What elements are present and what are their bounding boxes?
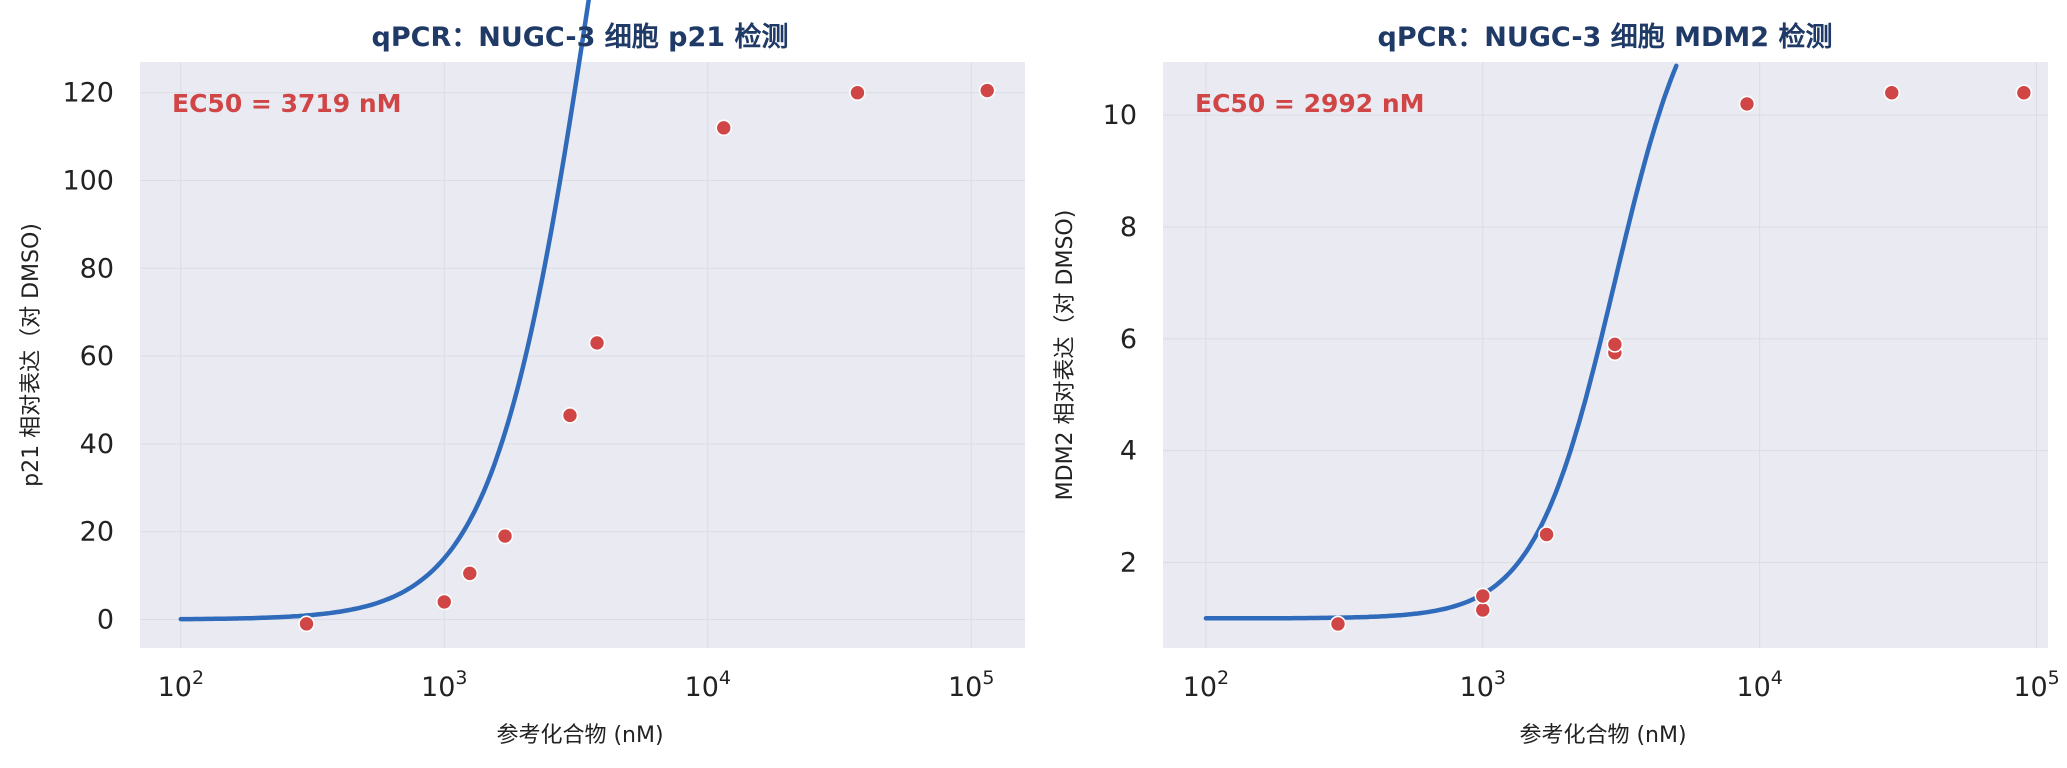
y-tick-label: 4 bbox=[1120, 436, 1137, 467]
plot-area bbox=[140, 62, 1025, 648]
ec50-annotation: EC50 = 3719 nM bbox=[172, 89, 402, 118]
y-tick-label: 20 bbox=[80, 517, 114, 548]
x-tick-label: 104 bbox=[685, 667, 731, 703]
chart-title: qPCR：NUGC-3 细胞 p21 检测 bbox=[372, 21, 789, 53]
x-tick-label: 102 bbox=[1183, 667, 1229, 703]
ec50-annotation: EC50 = 2992 nM bbox=[1195, 89, 1425, 118]
fit-curve bbox=[178, 0, 591, 622]
y-tick-label: 8 bbox=[1120, 212, 1137, 243]
data-point bbox=[1474, 587, 1492, 605]
chart-title: qPCR：NUGC-3 细胞 MDM2 检测 bbox=[1378, 21, 1833, 53]
data-point bbox=[715, 119, 733, 137]
data-point bbox=[1738, 95, 1756, 113]
y-tick-label: 0 bbox=[97, 604, 114, 635]
data-point bbox=[561, 407, 579, 424]
x-tick-label: 105 bbox=[2013, 667, 2059, 703]
plot-area bbox=[1163, 62, 2048, 648]
data-point bbox=[1883, 84, 1901, 102]
x-tick-label: 103 bbox=[421, 667, 467, 703]
chart-panel-2: 2 4 6 8 10 102 103 104 105 EC50 = 2992 nM qPCR：NUG… bbox=[1053, 21, 2060, 748]
y-tick-label: 120 bbox=[62, 78, 114, 109]
data-point bbox=[1606, 336, 1624, 353]
data-point bbox=[1474, 601, 1492, 619]
data-point bbox=[588, 334, 606, 352]
data-point bbox=[849, 84, 866, 102]
x-tick-label: 104 bbox=[1736, 667, 1782, 703]
data-point bbox=[1538, 526, 1555, 543]
x-tick-label: 102 bbox=[158, 667, 204, 703]
y-axis-label: MDM2 相对表达（对 DMSO) bbox=[1053, 210, 1078, 501]
y-axis-label: p21 相对表达（对 DMSO) bbox=[19, 223, 44, 487]
y-tick-label: 2 bbox=[1120, 547, 1137, 578]
y-tick-label: 40 bbox=[80, 429, 114, 460]
y-tick-label: 80 bbox=[80, 253, 114, 284]
x-axis-label: 参考化合物 (nM) bbox=[1519, 723, 1686, 748]
data-point bbox=[978, 82, 996, 99]
data-point bbox=[2015, 84, 2033, 102]
x-axis-label: 参考化合物 (nM) bbox=[496, 723, 663, 748]
data-point bbox=[496, 527, 514, 545]
fit-curve bbox=[1203, 63, 1679, 621]
y-tick-label: 100 bbox=[62, 166, 114, 197]
y-tick-label: 10 bbox=[1103, 100, 1137, 131]
x-tick-label: 105 bbox=[948, 667, 994, 703]
y-tick-label: 6 bbox=[1120, 324, 1137, 355]
data-point bbox=[1329, 615, 1347, 633]
data-point bbox=[298, 615, 315, 633]
chart-panel-1: 0 20 40 60 80 100 120 102 103 104 105 EC50 = 3719 n… bbox=[19, 0, 1025, 748]
x-tick-label: 103 bbox=[1460, 667, 1506, 703]
data-point bbox=[461, 565, 479, 582]
data-point bbox=[435, 593, 453, 611]
y-tick-label: 60 bbox=[80, 341, 114, 372]
